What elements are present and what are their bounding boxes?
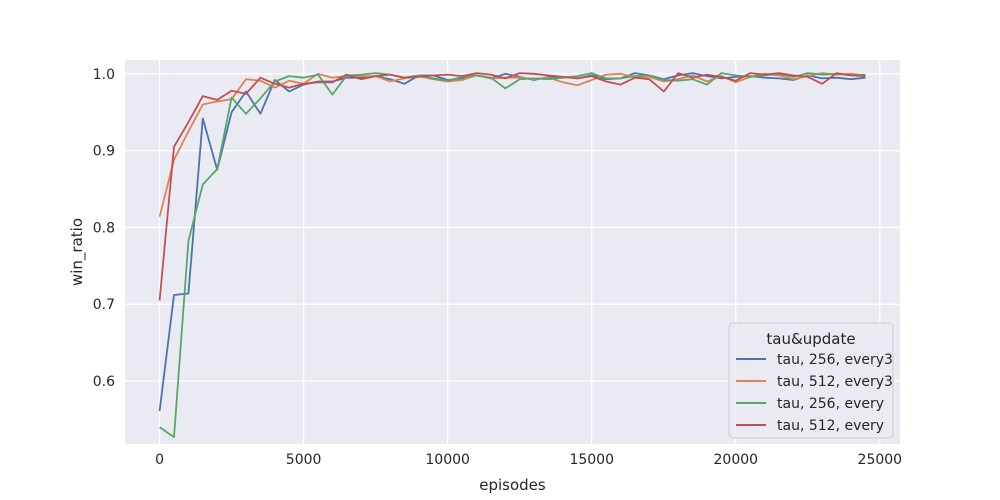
x-tick-label: 15000 [569,452,614,468]
legend-entry: tau, 512, every3 [777,374,893,390]
x-tick-label: 10000 [425,452,470,468]
legend-box [728,322,894,439]
series-lines [158,72,866,439]
legend: tau&update tau, 256, every3 tau, 512, eve… [728,322,894,439]
x-axis-label: episodes [479,476,546,494]
y-tick-label: 0.7 [93,297,115,313]
legend-entry: tau, 256, every3 [777,352,893,368]
y-tick-label: 0.6 [93,374,115,390]
y-tick-label: 0.8 [93,220,115,236]
y-tick-label: 1.0 [93,67,115,83]
x-tick-label: 0 [155,452,164,468]
legend-entry: tau, 512, every [777,418,884,434]
x-axis-ticks: 0 5000 10000 15000 20000 25000 [155,452,902,468]
series-line-2 [158,72,866,217]
y-axis-label: win_ratio [68,218,87,286]
y-axis-ticks: 0.6 0.7 0.8 0.9 1.0 [93,67,115,390]
x-tick-label: 25000 [858,452,903,468]
x-tick-label: 5000 [286,452,322,468]
legend-entry: tau, 256, every [777,396,884,412]
x-tick-label: 20000 [714,452,759,468]
series-line-4 [158,72,866,301]
y-tick-label: 0.9 [93,144,115,160]
series-line-3 [159,72,866,439]
legend-title: tau&update [766,330,855,348]
